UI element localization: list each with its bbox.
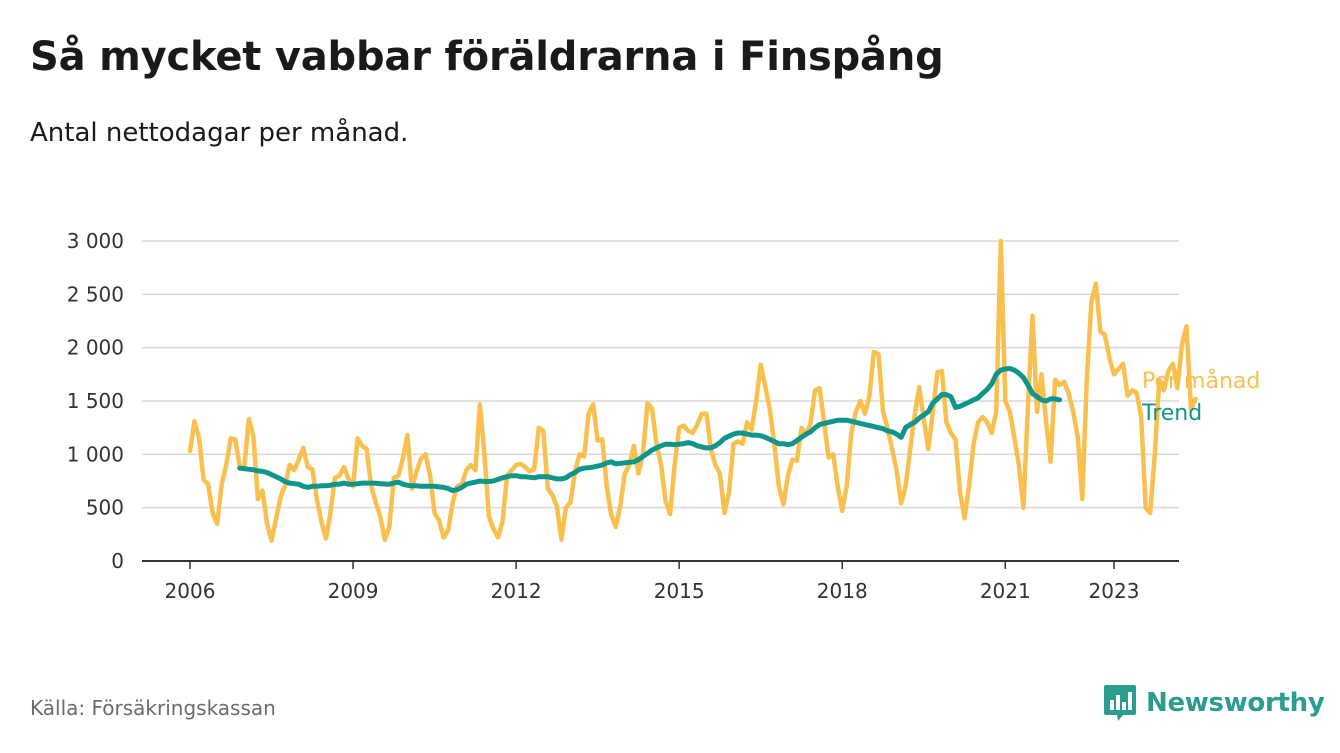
x-axis-ticks: 2006 2009 2012 2015 2018 2021 2023	[165, 561, 1140, 603]
y-tick-label: 2 000	[67, 336, 124, 360]
y-tick-label: 1 500	[67, 389, 124, 413]
source-note: Källa: Försäkringskassan	[30, 696, 276, 720]
series-lines	[187, 238, 1198, 543]
series-line-per-manad	[187, 238, 1198, 543]
y-axis-tick-labels: 0 500 1 000 1 500 2 000 2 500 3 000	[67, 229, 124, 573]
series-label-trend: Trend	[1141, 401, 1202, 426]
y-tick-label: 0	[111, 549, 124, 573]
series-label-per-manad: Per månad	[1142, 368, 1260, 394]
x-tick-label: 2018	[817, 579, 868, 603]
brand-name: Newsworthy	[1146, 688, 1325, 718]
chart-title: Så mycket vabbar föräldrarna i Finspång	[30, 34, 944, 80]
x-tick-label: 2015	[654, 579, 705, 603]
y-tick-label: 3 000	[67, 229, 124, 253]
x-tick-label: 2021	[980, 579, 1031, 603]
x-tick-label: 2023	[1089, 579, 1140, 603]
chart-subtitle: Antal nettodagar per månad.	[30, 118, 409, 148]
x-tick-label: 2012	[491, 579, 542, 603]
y-tick-label: 1 000	[67, 442, 124, 466]
x-tick-label: 2006	[165, 579, 216, 603]
x-tick-label: 2009	[328, 579, 379, 603]
newsworthy-logo[interactable]: Newsworthy	[1103, 683, 1325, 723]
bar-chart-bubble-icon	[1104, 685, 1136, 721]
y-tick-label: 2 500	[67, 282, 124, 306]
series-line-trend	[237, 366, 1063, 494]
y-tick-label: 500	[86, 496, 124, 520]
